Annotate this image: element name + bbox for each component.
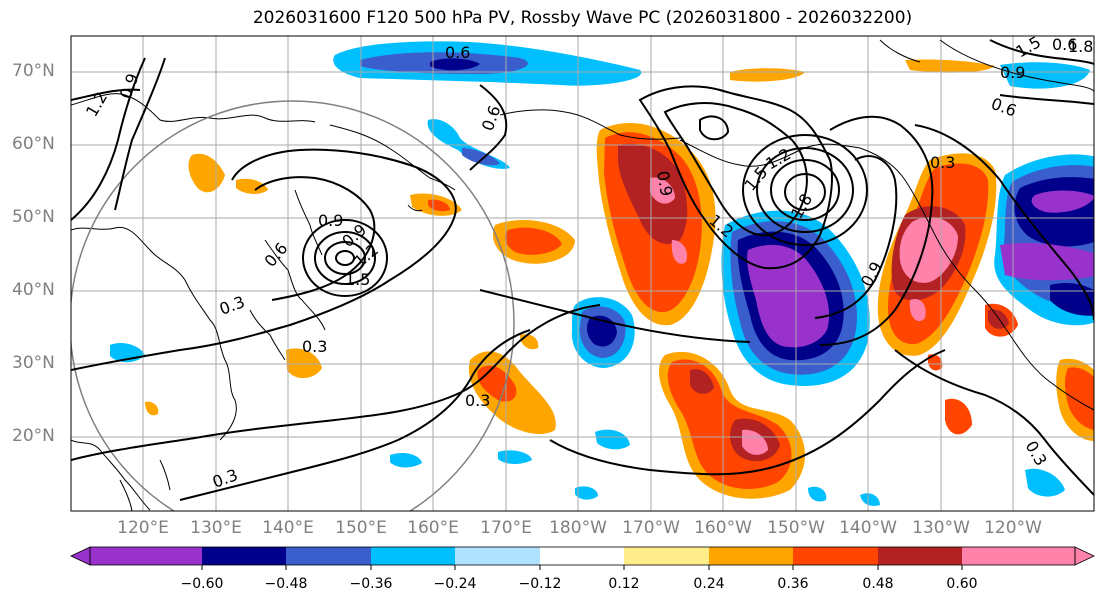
colorbar-tick: −0.24 [433,576,477,592]
lon-label: 150°W [767,518,825,538]
contour-label: 0.3 [930,153,955,172]
lon-label: 170°E [480,518,532,538]
lat-label-70n: 70°N [12,61,55,81]
map-title: 2026031600 F120 500 hPa PV, Rossby Wave … [252,8,913,28]
colorbar-tick: 0.48 [862,576,894,592]
graticule [71,36,1094,511]
colorbar-tick: 0.36 [777,576,809,592]
contour-label: 0.9 [1000,63,1025,82]
lon-label: 120°W [984,518,1042,538]
colorbar-tick: −0.60 [180,576,224,592]
anomaly-blob [145,401,159,416]
colorbar-tick: −0.36 [349,576,393,592]
pv-contours [71,39,1094,501]
colorbar-tick: 0.60 [946,576,978,592]
colorbar-tick: 0.12 [608,576,640,592]
lon-label: 160°W [694,518,752,538]
contour-label: 0.3 [302,337,327,356]
contour-label: 0.6 [1052,35,1077,54]
lon-label: 120°E [117,518,169,538]
northeast-pacific-positive [596,122,716,326]
map-frame [70,35,1095,512]
anomaly-blob [286,348,322,379]
lon-label: 130°E [190,518,242,538]
central-pacific-negative [571,297,880,506]
anomaly-blob [236,178,268,194]
contour-label: 0.9 [318,211,343,230]
lon-label: 130°W [912,518,970,538]
colorbar-tick: −0.12 [518,576,562,592]
anomaly-blob [504,227,562,255]
anomaly-blob [390,452,422,468]
lon-label: 180°W [549,518,607,538]
lat-label-20n: 20°N [12,426,55,446]
west-coast-positive [877,153,1018,371]
anomaly-blob [462,148,500,166]
subtropical-positive [658,351,972,499]
colorbar-tick: −0.48 [264,576,308,592]
lon-label: 160°E [407,518,459,538]
region-circle [71,100,515,511]
contour-label: 1.8 [1068,37,1093,56]
lon-label: 140°E [262,518,314,538]
lon-label: 170°W [622,518,680,538]
arctic-negative-anomaly [333,41,642,86]
lat-label-50n: 50°N [12,207,55,227]
lat-label-40n: 40°N [12,280,55,300]
contour-label: 0.3 [465,391,490,410]
contour-label: 0.9 [653,169,676,197]
contour-label: 1.5 [345,270,370,289]
contour-label: 0.6 [445,43,470,62]
colorbar-tick: 0.24 [693,576,725,592]
lat-label-30n: 30°N [12,353,55,373]
lon-label: 140°W [839,518,897,538]
lat-label-60n: 60°N [12,134,55,154]
lon-label: 150°E [335,518,387,538]
